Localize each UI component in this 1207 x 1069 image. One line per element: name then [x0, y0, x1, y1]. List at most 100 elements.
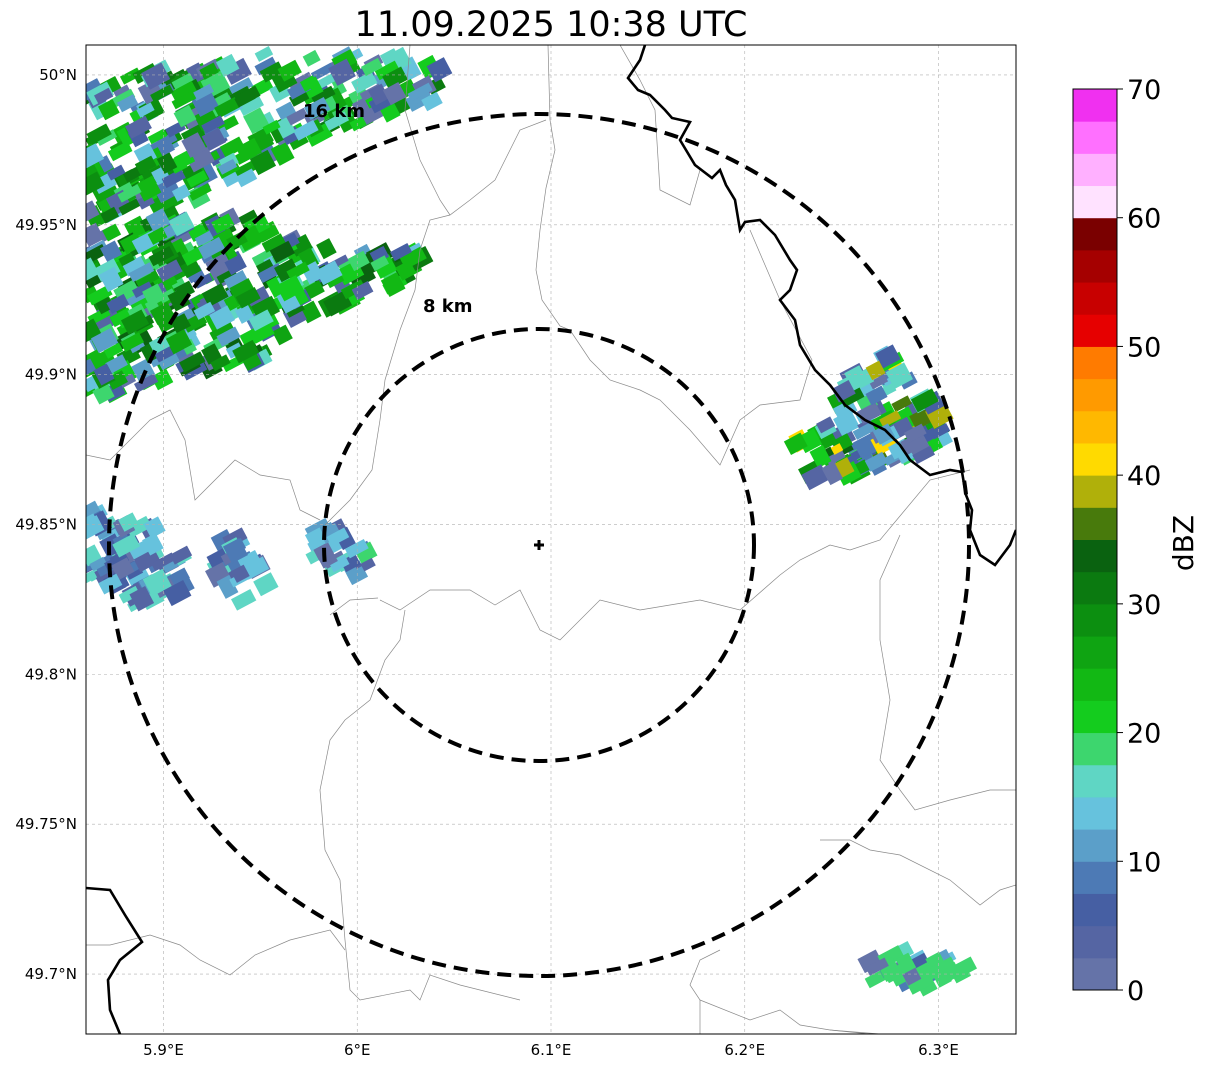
echo-pixel — [106, 370, 128, 390]
echo-pixel — [832, 398, 858, 421]
echo-pixel — [274, 258, 300, 283]
echo-pixel — [120, 309, 150, 335]
echo-pixel — [143, 516, 166, 539]
echo-pixel — [167, 287, 191, 312]
echo-pixel — [235, 168, 258, 188]
echo-pixel — [865, 957, 889, 976]
echo-pixel — [111, 557, 135, 581]
echo-pixel — [911, 952, 929, 969]
colorbar-tick-label: 30 — [1127, 590, 1161, 621]
echo-pixel — [206, 548, 229, 568]
colorbar-swatch — [1073, 925, 1117, 959]
echo-pixel — [163, 579, 192, 607]
colorbar-swatch — [1073, 861, 1117, 894]
lat-tick-label: 49.9°N — [25, 366, 77, 384]
echo-pixel — [109, 307, 134, 328]
echo-pixel — [86, 358, 97, 377]
echo-pixel — [875, 344, 901, 369]
colorbar-swatch — [1073, 571, 1117, 605]
echo-pixel — [92, 306, 122, 333]
colorbar-swatch — [1073, 378, 1117, 412]
echo-pixel — [328, 58, 356, 86]
colorbar-swatch — [1073, 796, 1117, 830]
echo-pixel — [382, 81, 407, 106]
colorbar-swatch — [1073, 346, 1117, 380]
echo-pixel — [368, 83, 390, 106]
colorbar-swatch — [1073, 732, 1117, 766]
echo-pixel — [109, 88, 136, 109]
lon-tick-label: 6°E — [344, 1041, 371, 1059]
echo-pixel — [216, 574, 239, 599]
echo-pixel — [117, 184, 142, 203]
echo-pixel — [407, 82, 433, 102]
echo-pixel — [92, 383, 115, 405]
echo-pixel — [142, 568, 172, 597]
echo-pixel — [887, 963, 909, 987]
echo-pixel — [303, 97, 331, 120]
echo-pixel — [239, 325, 265, 349]
echo-pixel — [315, 260, 343, 286]
echo-pixel — [872, 423, 896, 445]
lon-tick-label: 5.9°E — [143, 1041, 184, 1059]
echo-pixel — [374, 60, 400, 81]
echo-pixel — [161, 168, 186, 189]
echo-pixel — [106, 293, 130, 314]
colorbar-swatch — [1073, 893, 1117, 927]
echo-pixel — [150, 368, 174, 391]
echo-pixel — [119, 67, 142, 85]
echo-pixel — [222, 57, 252, 85]
echo-pixel — [865, 360, 886, 381]
echo-pixel — [211, 213, 235, 234]
national-borders — [86, 45, 1016, 1034]
echo-pixel — [277, 59, 302, 82]
echo-pixel — [344, 539, 369, 559]
echo-pixel — [136, 102, 155, 118]
echo-pixel — [801, 464, 830, 491]
echo-pixel — [426, 57, 453, 83]
echo-pixel — [217, 158, 238, 175]
colorbar-tick-label: 0 — [1127, 976, 1144, 1007]
echo-pixel — [142, 283, 166, 307]
echo-pixel — [181, 360, 208, 381]
colorbar-swatch — [1073, 475, 1117, 508]
echo-pixel — [125, 515, 153, 538]
echo-pixel — [852, 421, 876, 440]
echo-pixel — [904, 423, 927, 443]
echo-pixel — [351, 71, 378, 94]
echo-pixel — [839, 387, 865, 408]
echo-pixel — [286, 261, 310, 281]
colorbar-swatch — [1073, 764, 1117, 798]
echo-pixel — [86, 171, 105, 197]
lat-tick-label: 49.7°N — [25, 965, 77, 983]
echo-pixel — [147, 226, 168, 245]
echo-pixel — [270, 141, 295, 166]
echo-pixel — [116, 94, 139, 113]
colorbar-tick-label: 20 — [1127, 719, 1161, 750]
colorbar-swatch — [1073, 410, 1117, 444]
echo-pixel — [346, 566, 367, 583]
echo-pixel — [223, 270, 249, 291]
map-title: 11.09.2025 10:38 UTC — [354, 5, 748, 45]
echo-pixel — [100, 206, 120, 224]
echo-pixel — [119, 232, 144, 255]
colorbar-swatch — [1073, 153, 1117, 187]
echo-pixel — [237, 85, 261, 105]
echo-pixel — [262, 119, 281, 135]
echo-pixel — [118, 512, 139, 532]
colorbar-frame — [1072, 88, 1118, 991]
echo-pixel — [879, 410, 902, 428]
echo-pixel — [86, 500, 102, 522]
echo-pixel — [86, 78, 105, 101]
echo-pixel — [329, 554, 350, 573]
echo-pixel — [149, 301, 175, 325]
echo-pixel — [171, 184, 191, 202]
echo-pixel — [224, 254, 247, 276]
echo-pixel — [145, 208, 171, 233]
echo-pixel — [255, 220, 280, 243]
echo-pixel — [293, 119, 319, 141]
admin-boundaries — [86, 45, 1016, 1034]
echo-pixel — [134, 155, 157, 175]
echo-pixel — [865, 385, 888, 406]
echo-pixel — [98, 573, 123, 595]
